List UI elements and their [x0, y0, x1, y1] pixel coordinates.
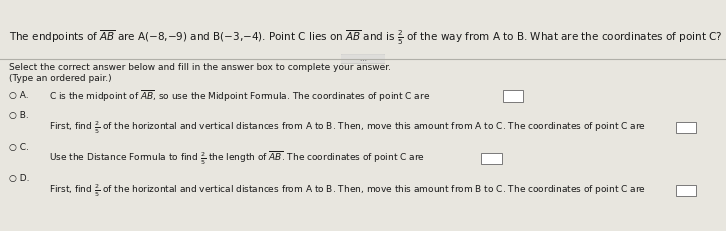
Text: Use the Distance Formula to find $\frac{2}{5}$ the length of $\overline{AB}$. Th: Use the Distance Formula to find $\frac{… [49, 150, 425, 167]
Text: ○ C.: ○ C. [9, 143, 29, 152]
Text: …: … [359, 56, 367, 62]
FancyBboxPatch shape [503, 90, 523, 101]
Text: ○ B.: ○ B. [9, 111, 29, 120]
FancyBboxPatch shape [339, 54, 387, 64]
FancyBboxPatch shape [676, 122, 696, 133]
FancyBboxPatch shape [676, 185, 696, 196]
Text: C is the midpoint of $\overline{AB}$, so use the Midpoint Formula. The coordinat: C is the midpoint of $\overline{AB}$, so… [49, 88, 431, 103]
Text: (Type an ordered pair.): (Type an ordered pair.) [9, 73, 112, 82]
Text: The endpoints of $\overline{AB}$ are A(−8,−9) and B(−3,−4). Point C lies on $\ov: The endpoints of $\overline{AB}$ are A(−… [9, 28, 726, 47]
Text: ○ D.: ○ D. [9, 174, 30, 183]
Text: Select the correct answer below and fill in the answer box to complete your answ: Select the correct answer below and fill… [9, 63, 391, 72]
Text: First, find $\frac{2}{5}$ of the horizontal and vertical distances from A to B. : First, find $\frac{2}{5}$ of the horizon… [49, 119, 646, 136]
FancyBboxPatch shape [481, 153, 502, 164]
Text: ○ A.: ○ A. [9, 91, 29, 100]
Text: First, find $\frac{2}{5}$ of the horizontal and vertical distances from A to B. : First, find $\frac{2}{5}$ of the horizon… [49, 182, 646, 199]
